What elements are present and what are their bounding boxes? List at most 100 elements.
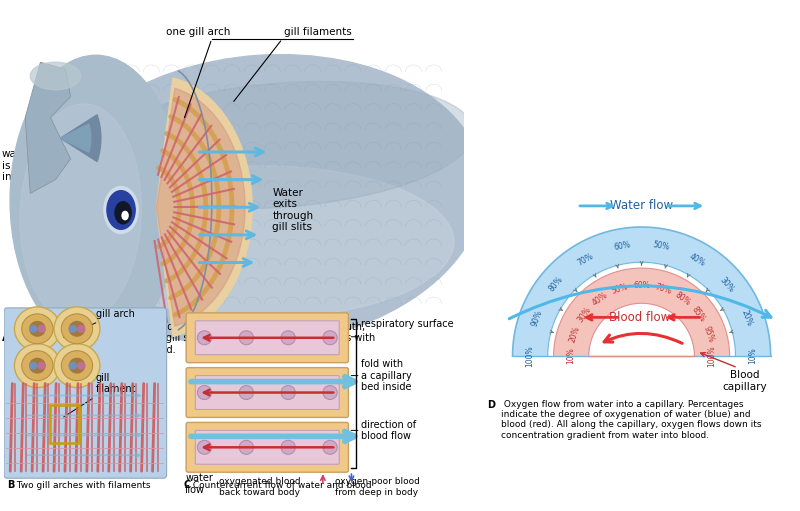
Circle shape (22, 314, 53, 344)
Text: 30%: 30% (718, 275, 736, 294)
Wedge shape (61, 115, 101, 161)
Text: oxygen-poor blood
from deep in body: oxygen-poor blood from deep in body (335, 477, 420, 497)
Circle shape (323, 440, 337, 454)
Text: 50%: 50% (610, 282, 630, 296)
FancyBboxPatch shape (186, 313, 349, 363)
Circle shape (198, 331, 212, 345)
FancyBboxPatch shape (195, 430, 339, 464)
Circle shape (29, 362, 38, 369)
Text: 20%: 20% (739, 309, 754, 328)
Circle shape (281, 440, 295, 454)
Text: gill arch: gill arch (64, 309, 134, 338)
Text: 95%: 95% (702, 325, 715, 344)
FancyBboxPatch shape (186, 423, 349, 472)
Ellipse shape (91, 81, 474, 208)
Text: C: C (183, 480, 190, 490)
Text: oxygenated blood
back toward body: oxygenated blood back toward body (218, 477, 301, 497)
Text: 70%: 70% (654, 282, 673, 296)
Circle shape (69, 358, 86, 374)
Circle shape (29, 358, 46, 374)
Text: 40%: 40% (590, 291, 610, 308)
Text: 40%: 40% (688, 251, 707, 268)
Circle shape (69, 362, 77, 369)
Text: 10%: 10% (749, 347, 758, 364)
Circle shape (107, 191, 135, 229)
Text: water
flow: water flow (185, 473, 213, 495)
Circle shape (281, 386, 295, 400)
Ellipse shape (20, 104, 142, 324)
Circle shape (198, 440, 212, 454)
Polygon shape (554, 268, 730, 356)
Circle shape (77, 362, 86, 369)
Text: 100%: 100% (526, 345, 534, 367)
Text: gill filaments: gill filaments (285, 27, 352, 37)
Circle shape (115, 202, 131, 224)
Text: 70%: 70% (576, 251, 595, 268)
Wedge shape (61, 124, 90, 152)
FancyBboxPatch shape (186, 367, 349, 417)
FancyBboxPatch shape (195, 376, 339, 409)
Circle shape (14, 307, 60, 351)
Circle shape (239, 440, 254, 454)
Circle shape (54, 307, 100, 351)
Text: 50%: 50% (652, 240, 670, 252)
Ellipse shape (70, 166, 454, 318)
Text: Oxygen flow from water into a capillary. Percentages
indicate the degree of oxyg: Oxygen flow from water into a capillary.… (501, 400, 762, 439)
Text: water
is sucked
into mouth: water is sucked into mouth (2, 149, 59, 182)
Circle shape (29, 325, 38, 333)
Circle shape (14, 344, 60, 387)
Circle shape (69, 321, 86, 337)
Text: A: A (2, 334, 10, 343)
Text: B: B (7, 480, 14, 490)
Circle shape (122, 212, 128, 220)
Text: 90%: 90% (530, 309, 544, 328)
Circle shape (22, 351, 53, 381)
Bar (50, 406, 79, 444)
Wedge shape (156, 88, 245, 326)
Ellipse shape (10, 55, 182, 345)
Text: respiratory surface: respiratory surface (361, 319, 454, 329)
Text: Water
exits
through
gill slits: Water exits through gill slits (272, 188, 314, 233)
Polygon shape (26, 62, 70, 194)
Circle shape (38, 362, 46, 369)
Circle shape (62, 351, 93, 381)
Circle shape (281, 331, 295, 345)
Circle shape (104, 187, 138, 234)
Text: 60%: 60% (633, 281, 650, 290)
Text: 10%: 10% (566, 347, 576, 364)
Text: 20%: 20% (568, 325, 582, 344)
Circle shape (323, 331, 337, 345)
Circle shape (323, 386, 337, 400)
FancyBboxPatch shape (195, 321, 339, 355)
Text: Countercurrent flow of water and blood: Countercurrent flow of water and blood (190, 481, 372, 490)
Circle shape (54, 344, 100, 387)
Circle shape (198, 386, 212, 400)
Text: one gill arch: one gill arch (166, 27, 231, 37)
Wedge shape (156, 78, 252, 337)
Circle shape (77, 325, 86, 333)
Circle shape (29, 321, 46, 337)
Text: Two gill arches with filaments: Two gill arches with filaments (14, 481, 151, 490)
Text: Bony fish with its gill cover removed. Water flows in through the mouth,
over th: Bony fish with its gill cover removed. W… (10, 322, 375, 355)
Text: direction of
blood flow: direction of blood flow (361, 420, 416, 441)
Circle shape (38, 325, 46, 333)
Text: D: D (486, 400, 494, 409)
Circle shape (239, 331, 254, 345)
Text: gill
filament: gill filament (64, 373, 136, 417)
Circle shape (239, 386, 254, 400)
Text: 60%: 60% (613, 240, 631, 252)
Text: 30%: 30% (576, 305, 594, 324)
Ellipse shape (41, 55, 484, 346)
Text: Blood flow: Blood flow (609, 311, 670, 324)
FancyBboxPatch shape (4, 308, 166, 478)
Circle shape (69, 325, 77, 333)
Text: 80%: 80% (674, 291, 693, 308)
Ellipse shape (30, 62, 81, 90)
Polygon shape (513, 227, 770, 356)
Text: fold with
a capillary
bed inside: fold with a capillary bed inside (361, 359, 411, 392)
Text: 85%: 85% (690, 305, 707, 324)
Text: 100%: 100% (707, 345, 717, 367)
Text: Blood
capillary: Blood capillary (722, 370, 767, 392)
Text: 80%: 80% (547, 275, 565, 294)
Circle shape (62, 314, 93, 344)
